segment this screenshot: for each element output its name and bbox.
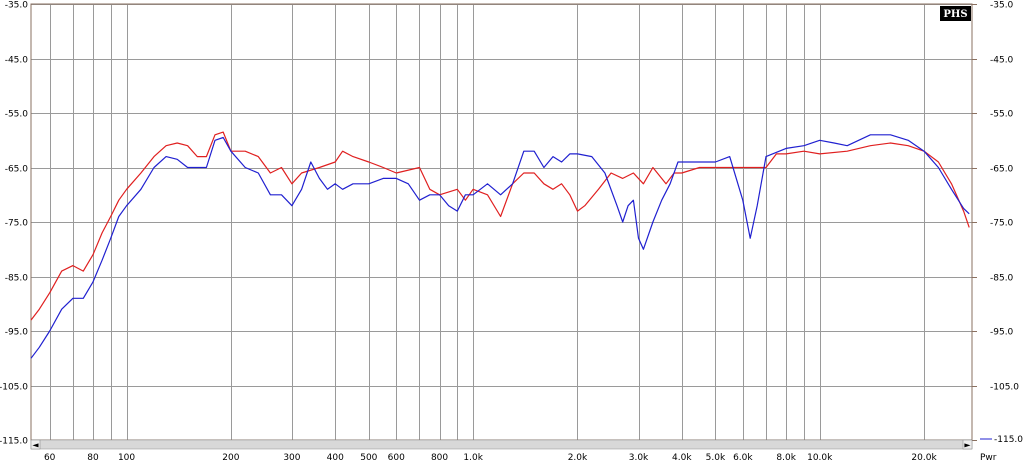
x-tick-label: 100	[118, 453, 135, 463]
badge-text: PHS	[943, 9, 967, 20]
x-tick-label: 2.0k	[568, 453, 588, 463]
y-tick-label-right: -35.0	[990, 1, 1014, 11]
y-tick-label-right: -95.0	[990, 328, 1014, 338]
y-tick-label-right: -45.0	[990, 56, 1014, 66]
scroll-left-icon: ◄	[32, 441, 39, 450]
scroll-right-button[interactable]	[962, 439, 973, 450]
series-lines	[30, 131, 970, 359]
x-tick-label: 400	[327, 453, 344, 463]
x-tick-label: 60	[44, 453, 56, 463]
x-tick-label: 600	[388, 453, 405, 463]
x-tick-label: 500	[360, 453, 377, 463]
y-tick-label: -105.0	[0, 383, 28, 393]
y-tick-label: -35.0	[5, 1, 29, 11]
x-tick-label: 6.0k	[733, 453, 753, 463]
x-tick-label: 800	[431, 453, 448, 463]
y-tick-label: -95.0	[5, 328, 29, 338]
y-tick-label-right: -85.0	[990, 274, 1014, 284]
x-tick-label: 3.0k	[629, 453, 649, 463]
x-tick-label: 10.0k	[807, 453, 833, 463]
y-axis-left: -35.0 -45.0 -55.0 -65.0 -75.0 -85.0 -95.0 -105.…	[0, 1, 28, 447]
y-tick-label-right: -75.0	[990, 219, 1014, 229]
scroll-left-button[interactable]	[30, 439, 41, 450]
scrollbar[interactable]: ◄ ►	[30, 439, 973, 450]
y-tick-label: -65.0	[5, 165, 29, 175]
y-tick-label-right: -55.0	[990, 110, 1014, 120]
x-tick-label: 200	[222, 453, 239, 463]
y-axis-right: -35.0 -45.0 -55.0 -65.0 -75.0 -85.0 -95.0 -105.…	[972, 1, 1019, 441]
x-tick-label: 80	[87, 453, 99, 463]
pwr-label: Pwr	[980, 453, 997, 463]
x-tick-label: 5.0k	[706, 453, 726, 463]
legend-right: -115.0 Pwr	[980, 435, 1023, 463]
y-tick-label: -115.0	[0, 437, 28, 447]
y-tick-label-right: -105.0	[990, 383, 1019, 393]
y-tick-label: -55.0	[5, 110, 29, 120]
x-tick-label: 20.0k	[911, 453, 937, 463]
x-axis: 60 80 100 200 300 400 500 600 800 1.0k 2.0k 3.0k 4.0…	[44, 453, 938, 463]
series-line-1	[30, 131, 970, 321]
x-tick-label: 300	[283, 453, 300, 463]
phs-badge: PHS	[940, 6, 971, 21]
series-line-2	[30, 134, 970, 359]
y-tick-label: -85.0	[5, 274, 29, 284]
y-tick-label: -45.0	[5, 56, 29, 66]
scroll-right-icon: ►	[964, 441, 971, 450]
y-tick-label-right: -65.0	[990, 165, 1014, 175]
x-tick-label: 8.0k	[776, 453, 796, 463]
x-tick-label: 4.0k	[672, 453, 692, 463]
x-tick-label: 1.0k	[463, 453, 483, 463]
legend-right-label: -115.0	[994, 435, 1023, 445]
y-tick-label: -75.0	[5, 219, 29, 229]
